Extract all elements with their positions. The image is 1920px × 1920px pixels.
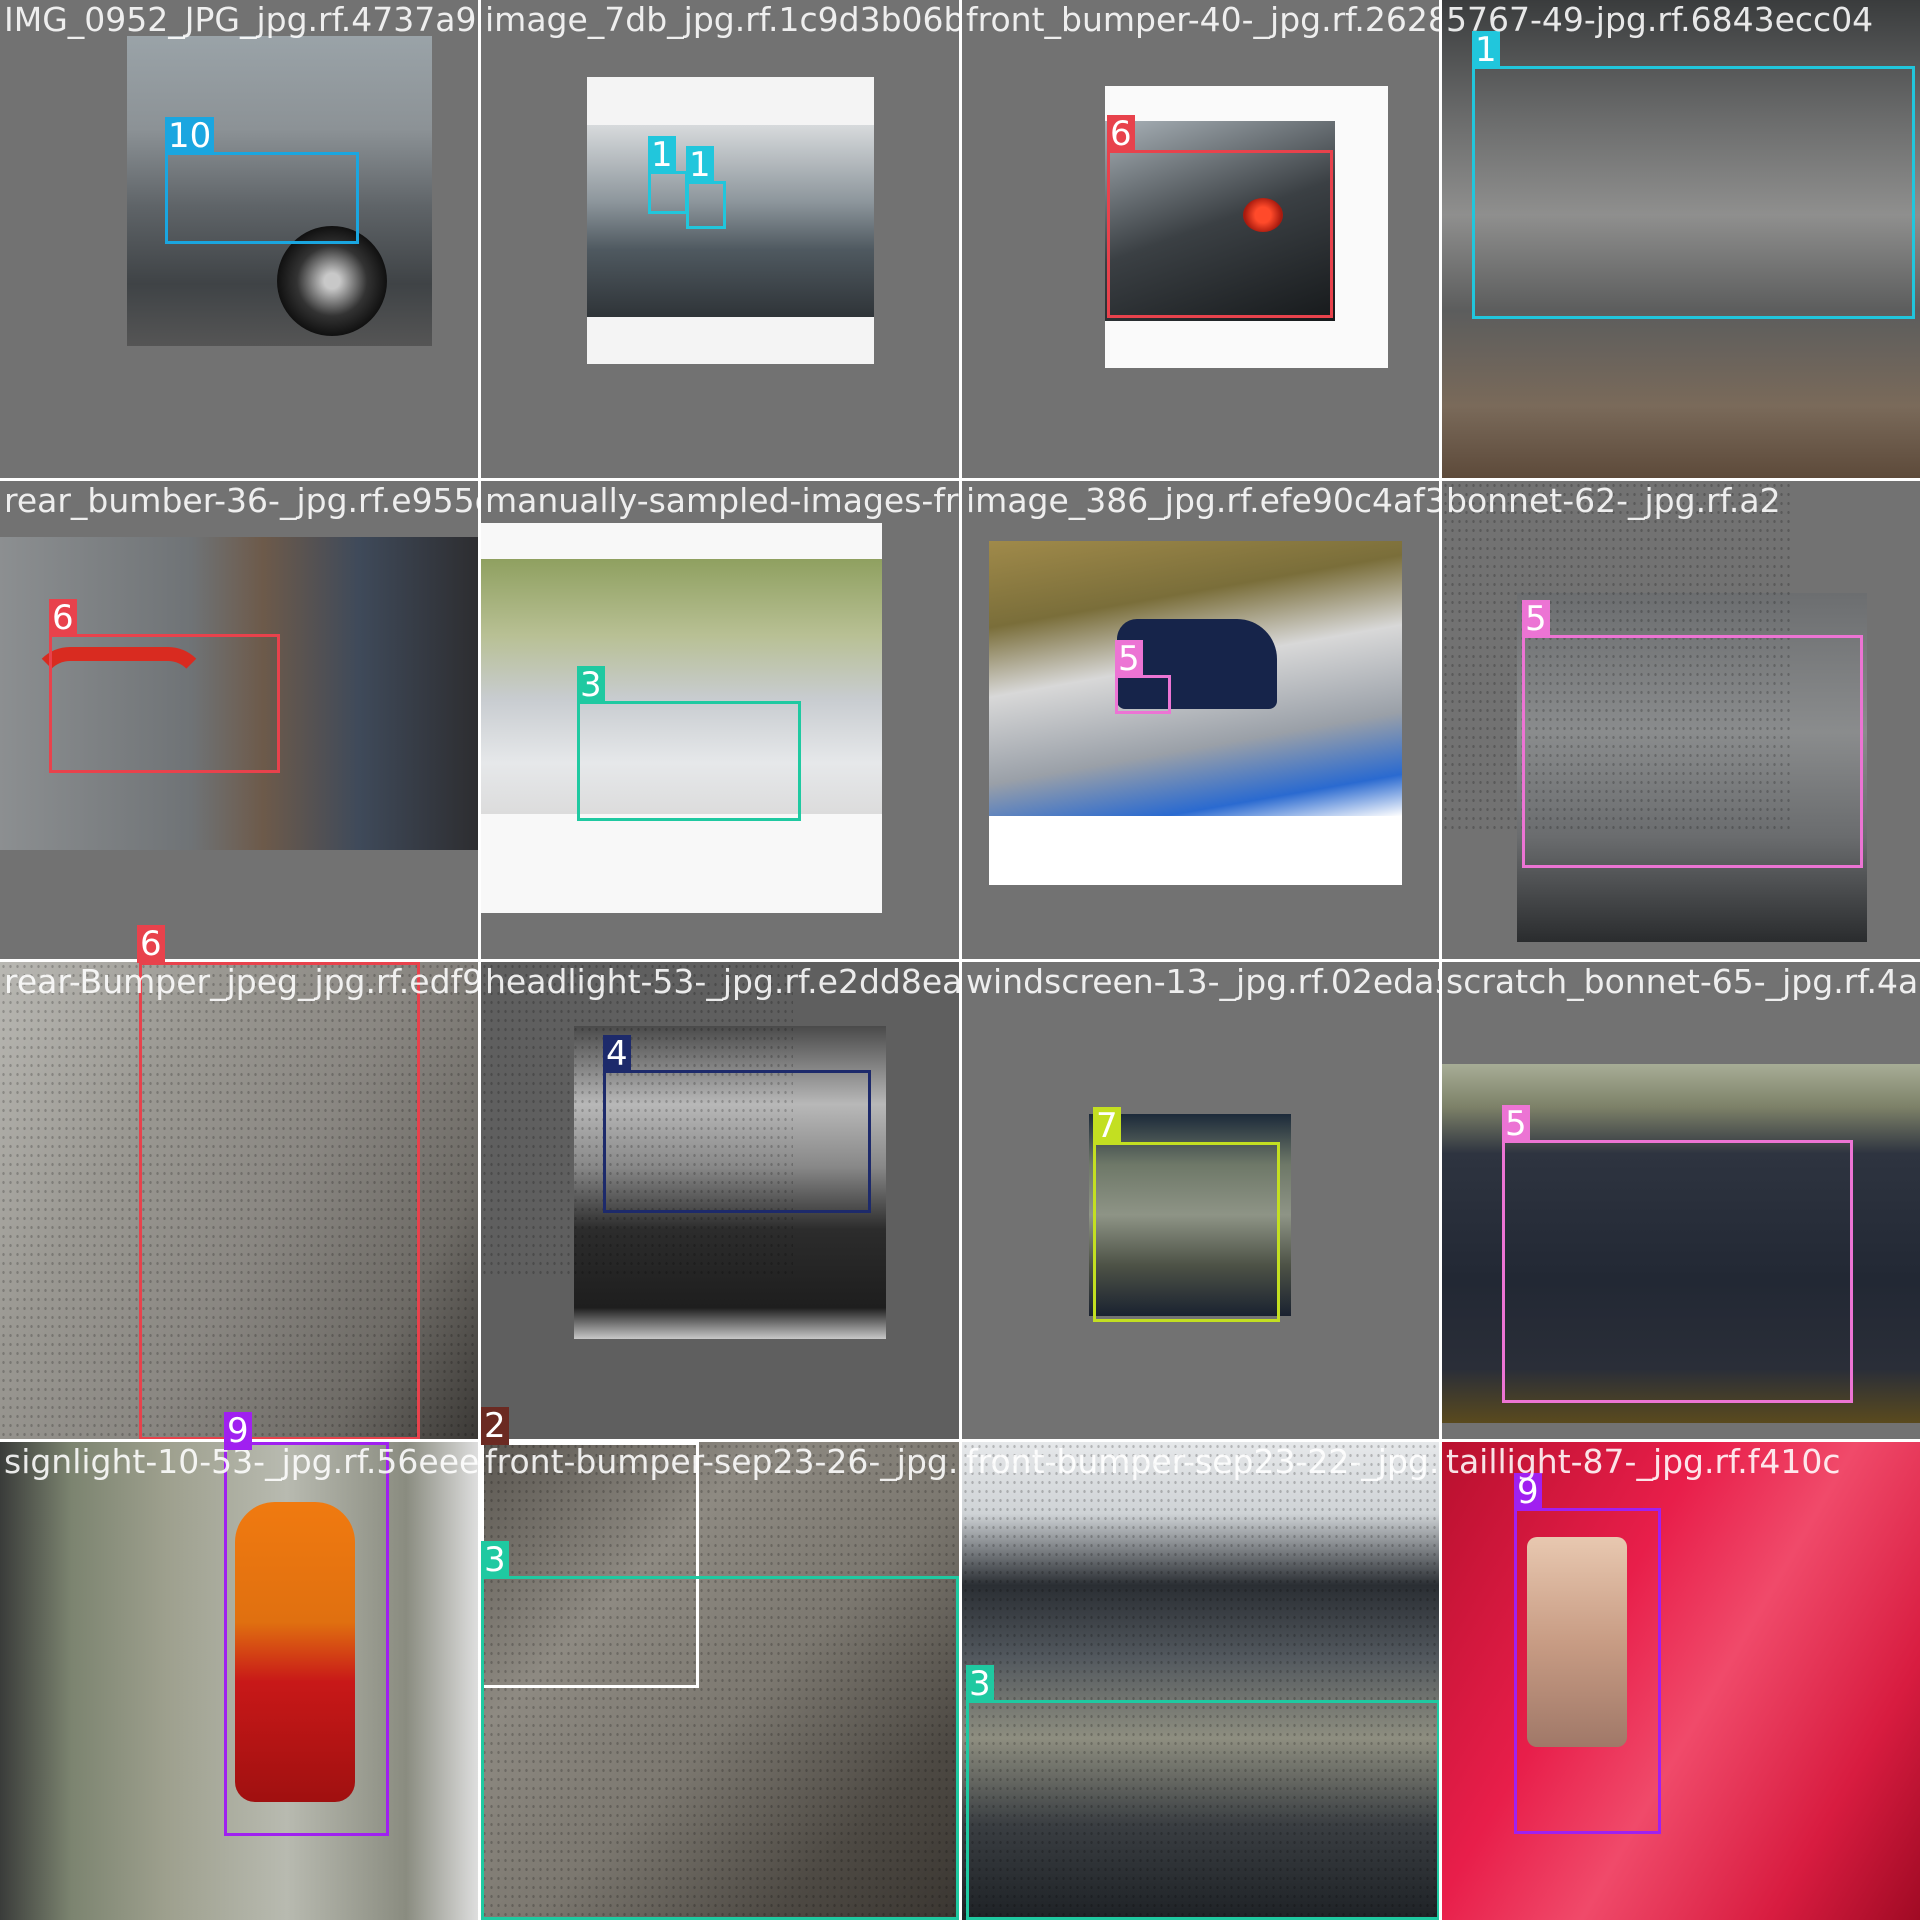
mosaic-tile: signlight-10-53-_jpg.rf.56eeef061e9d7364 [0,1442,478,1920]
image-filename: front_bumper-40-_jpg.rf.2628e7fa7d3ceb4a [966,0,1440,39]
car-photo [481,1442,959,1920]
image-filename: taillight-87-_jpg.rf.f410c [1446,1442,1841,1481]
grid-divider [0,1439,1920,1442]
mosaic-tile: 10 IMG_0952_JPG_jpg.rf.4737a911b5730c50d… [0,0,478,478]
detection-box [1502,1140,1853,1403]
photo-frame [481,523,882,913]
mosaic-tile: 5 bonnet-62-_jpg.rf.a2 [1442,481,1920,959]
mosaic-tile: 4 headlight-53-_jpg.rf.e2dd8ea90c972965 [481,962,959,1440]
class-label: 2 [481,1407,509,1445]
class-label: 3 [577,666,605,704]
grid-divider [0,478,1920,481]
mosaic-tile: 9 taillight-87-_jpg.rf.f410c [1442,1442,1920,1920]
mosaic-tile: 7 windscreen-13-_jpg.rf.02eda511bb1b7e [962,962,1440,1440]
detection-box [1472,66,1915,319]
class-label: 5 [1502,1105,1530,1143]
detection-box [1093,1142,1280,1322]
noise-overlay [481,962,793,1275]
image-filename: front-bumper-sep23-22-_jpg.rf [966,1442,1440,1481]
detection-box [603,1070,871,1213]
image-filename: windscreen-13-_jpg.rf.02eda511bb1b7e [966,962,1440,1001]
class-label: 3 [481,1541,509,1579]
mosaic-tile: 6 front_bumper-40-_jpg.rf.2628e7fa7d3ceb… [962,0,1440,478]
mosaic-tile: 5 image_386_jpg.rf.efe90c4af302ebe0c4a65… [962,481,1440,959]
class-label: 6 [1107,115,1135,153]
car-photo [1442,1442,1920,1920]
detection-box [648,171,688,214]
noise-overlay [0,962,478,1440]
car-photo [1517,593,1867,942]
detection-box [577,701,801,821]
detection-box [1107,150,1333,318]
mosaic-tile: 3 manually-sampled-images-from-google [481,481,959,959]
class-label: 4 [603,1035,631,1073]
class-label: 10 [165,117,215,155]
car-photo [0,1442,478,1920]
detection-box [139,962,420,1440]
mosaic-tile: rear-Bumper_jpeg_jpg.rf.edf92eab9c8d95a8… [0,962,478,1440]
mosaic-tile: 3 front-bumper-sep23-22-_jpg.rf [962,1442,1440,1920]
detection-box [165,152,359,244]
car-photo [127,36,432,346]
car-photo [962,1442,1440,1920]
class-label: 1 [648,136,676,174]
detection-box [966,1700,1440,1920]
image-filename: 5767-49-jpg.rf.6843ecc04 [1446,0,1874,39]
class-label: 9 [1514,1473,1542,1511]
image-filename: rear-Bumper_jpeg_jpg.rf.edf92eab9c8d95a8… [4,962,478,1001]
car-photo [0,962,478,1440]
mosaic-tile: 5 scratch_bonnet-65-_jpg.rf.4a [1442,962,1920,1440]
image-filename: image_386_jpg.rf.efe90c4af302ebe0c4a65ad… [966,481,1440,520]
class-label: 9 [224,1412,252,1450]
detection-box [49,634,280,773]
photo-frame [587,77,874,364]
mosaic-tile: 3 front-bumper-sep23-26-_jpg.rf.54ab0e4e… [481,1442,959,1920]
grid-divider [0,959,1920,962]
car-photo [0,537,478,850]
noise-overlay [962,1442,1440,1920]
class-label: 5 [1115,640,1143,678]
image-filename: image_7db_jpg.rf.1c9d3b06b78b0d3a51d0ef7… [485,0,959,39]
mosaic-tile: 1 1 image_7db_jpg.rf.1c9d3b06b78b0d3a51d… [481,0,959,478]
image-filename: rear_bumber-36-_jpg.rf.e955dc484ba3a5e9e… [4,481,478,520]
image-filename: IMG_0952_JPG_jpg.rf.4737a911b5730c50dae2… [4,0,478,39]
car-photo [1442,0,1920,478]
noise-overlay [1442,481,1792,830]
mosaic-tile: 1 5767-49-jpg.rf.6843ecc04 [1442,0,1920,478]
photo-frame [989,541,1402,885]
class-label: 3 [966,1665,994,1703]
class-label: 6 [137,925,165,963]
image-filename: scratch_bonnet-65-_jpg.rf.4a [1446,962,1919,1001]
detection-box [1514,1508,1661,1834]
image-filename: front-bumper-sep23-26-_jpg.rf.54ab0e4e96 [485,1442,959,1481]
image-filename: headlight-53-_jpg.rf.e2dd8ea90c972965 [485,962,959,1001]
noise-overlay [481,1442,959,1920]
car-photo [574,1026,886,1339]
detection-box [1522,635,1863,868]
photo-frame [1105,86,1388,368]
class-label: 5 [1522,600,1550,638]
detection-box [481,1576,959,1920]
class-label: 6 [49,599,77,637]
mosaic-tile: 6 rear_bumber-36-_jpg.rf.e955dc484ba3a5e… [0,481,478,959]
image-filename: manually-sampled-images-from-google [485,481,959,520]
detection-box [1115,675,1171,714]
image-filename: bonnet-62-_jpg.rf.a2 [1446,481,1781,520]
class-label: 1 [686,146,714,184]
class-label: 1 [1472,31,1500,69]
car-photo [1089,1114,1291,1316]
detection-box [224,1442,389,1836]
class-label: 7 [1093,1107,1121,1145]
detection-box [686,181,726,229]
